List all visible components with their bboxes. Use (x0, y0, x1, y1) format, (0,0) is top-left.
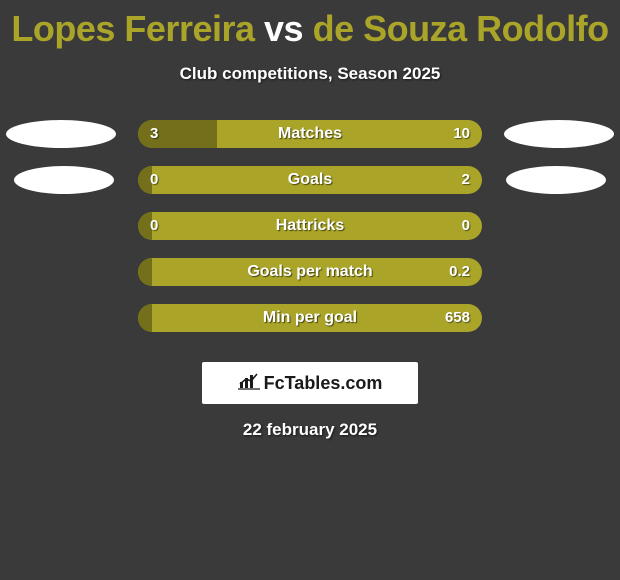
stat-label: Goals (138, 166, 482, 194)
stat-bar: Goals per match0.2 (138, 258, 482, 286)
stat-value-right: 658 (445, 304, 470, 332)
comparison-title: Lopes Ferreira vs de Souza Rodolfo (0, 0, 620, 50)
brand-logo[interactable]: FcTables.com (202, 362, 418, 404)
bar-chart-icon (238, 372, 260, 395)
stat-label: Matches (138, 120, 482, 148)
stat-row: 3Matches10 (0, 120, 620, 166)
brand-text: FcTables.com (264, 373, 383, 394)
stat-row: Goals per match0.2 (0, 258, 620, 304)
stat-row: Min per goal658 (0, 304, 620, 350)
stat-bar: 0Hattricks0 (138, 212, 482, 240)
player1-marker (6, 120, 116, 148)
vs-text: vs (264, 8, 303, 49)
stat-label: Goals per match (138, 258, 482, 286)
player1-marker (14, 166, 114, 194)
player1-name: Lopes Ferreira (11, 8, 254, 49)
player2-name: de Souza Rodolfo (313, 8, 609, 49)
stat-value-right: 2 (462, 166, 470, 194)
stat-bar: 3Matches10 (138, 120, 482, 148)
subtitle: Club competitions, Season 2025 (0, 64, 620, 84)
stat-bar: Min per goal658 (138, 304, 482, 332)
stat-row: 0Hattricks0 (0, 212, 620, 258)
player2-marker (504, 120, 614, 148)
date-stamp: 22 february 2025 (0, 420, 620, 440)
player2-marker (506, 166, 606, 194)
stat-value-right: 0.2 (449, 258, 470, 286)
stats-rows: 3Matches100Goals20Hattricks0Goals per ma… (0, 120, 620, 350)
stat-label: Hattricks (138, 212, 482, 240)
stat-label: Min per goal (138, 304, 482, 332)
stat-value-right: 10 (453, 120, 470, 148)
stat-row: 0Goals2 (0, 166, 620, 212)
stat-bar: 0Goals2 (138, 166, 482, 194)
stat-value-right: 0 (462, 212, 470, 240)
